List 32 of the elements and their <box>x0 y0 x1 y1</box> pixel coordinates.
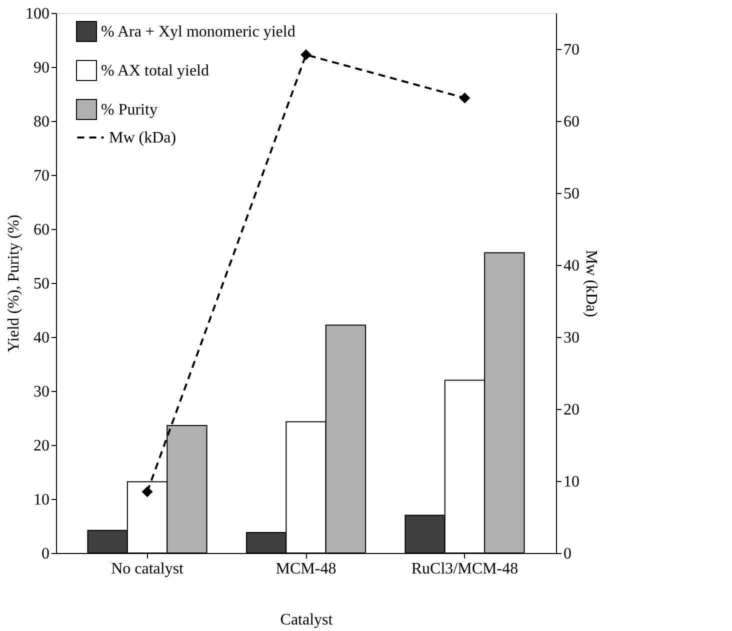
y-tick-label: 10 <box>34 492 50 508</box>
y2-tick-label: 40 <box>564 258 580 274</box>
x-axis-title: Catalyst <box>280 612 334 628</box>
legend-label: % AX total yield <box>101 62 209 80</box>
y2-tick-label: 60 <box>564 114 580 130</box>
y2-tick-label: 0 <box>564 546 572 562</box>
point <box>300 49 312 60</box>
y-tick-label: 30 <box>34 384 50 400</box>
point <box>459 92 470 104</box>
legend-label: % Purity <box>101 102 158 118</box>
y2-tick-label: 50 <box>564 186 580 202</box>
y-tick-label: 60 <box>34 222 50 238</box>
legend-label: Mw (kDa) <box>109 130 176 146</box>
y-tick-label: 100 <box>26 6 50 22</box>
point <box>142 486 153 498</box>
y-tick-label: 40 <box>34 330 50 346</box>
x-tick-label: No catalyst <box>111 560 184 578</box>
legend-label: % Ara + Xyl monomeric yield <box>101 24 296 40</box>
x-tick-label: RuCl3/MCM-48 <box>411 560 518 578</box>
y-tick-label: 90 <box>34 60 50 76</box>
y2-tick-label: 20 <box>564 402 580 418</box>
y-tick-label: 50 <box>34 276 50 292</box>
y-tick-label: 20 <box>34 438 50 454</box>
y2-tick-label: 70 <box>564 42 580 58</box>
y2-axis-title: Mw (kDa) <box>582 250 600 318</box>
y-tick-label: 70 <box>34 168 50 184</box>
x-tick-label: MCM-48 <box>276 560 336 578</box>
y2-tick-label: 10 <box>564 474 580 490</box>
y2-tick-label: 30 <box>564 330 580 346</box>
y-tick-label: 0 <box>42 546 50 562</box>
y-axis-title: Yield (%), Purity (%) <box>6 214 22 352</box>
y-tick-label: 80 <box>34 114 50 130</box>
